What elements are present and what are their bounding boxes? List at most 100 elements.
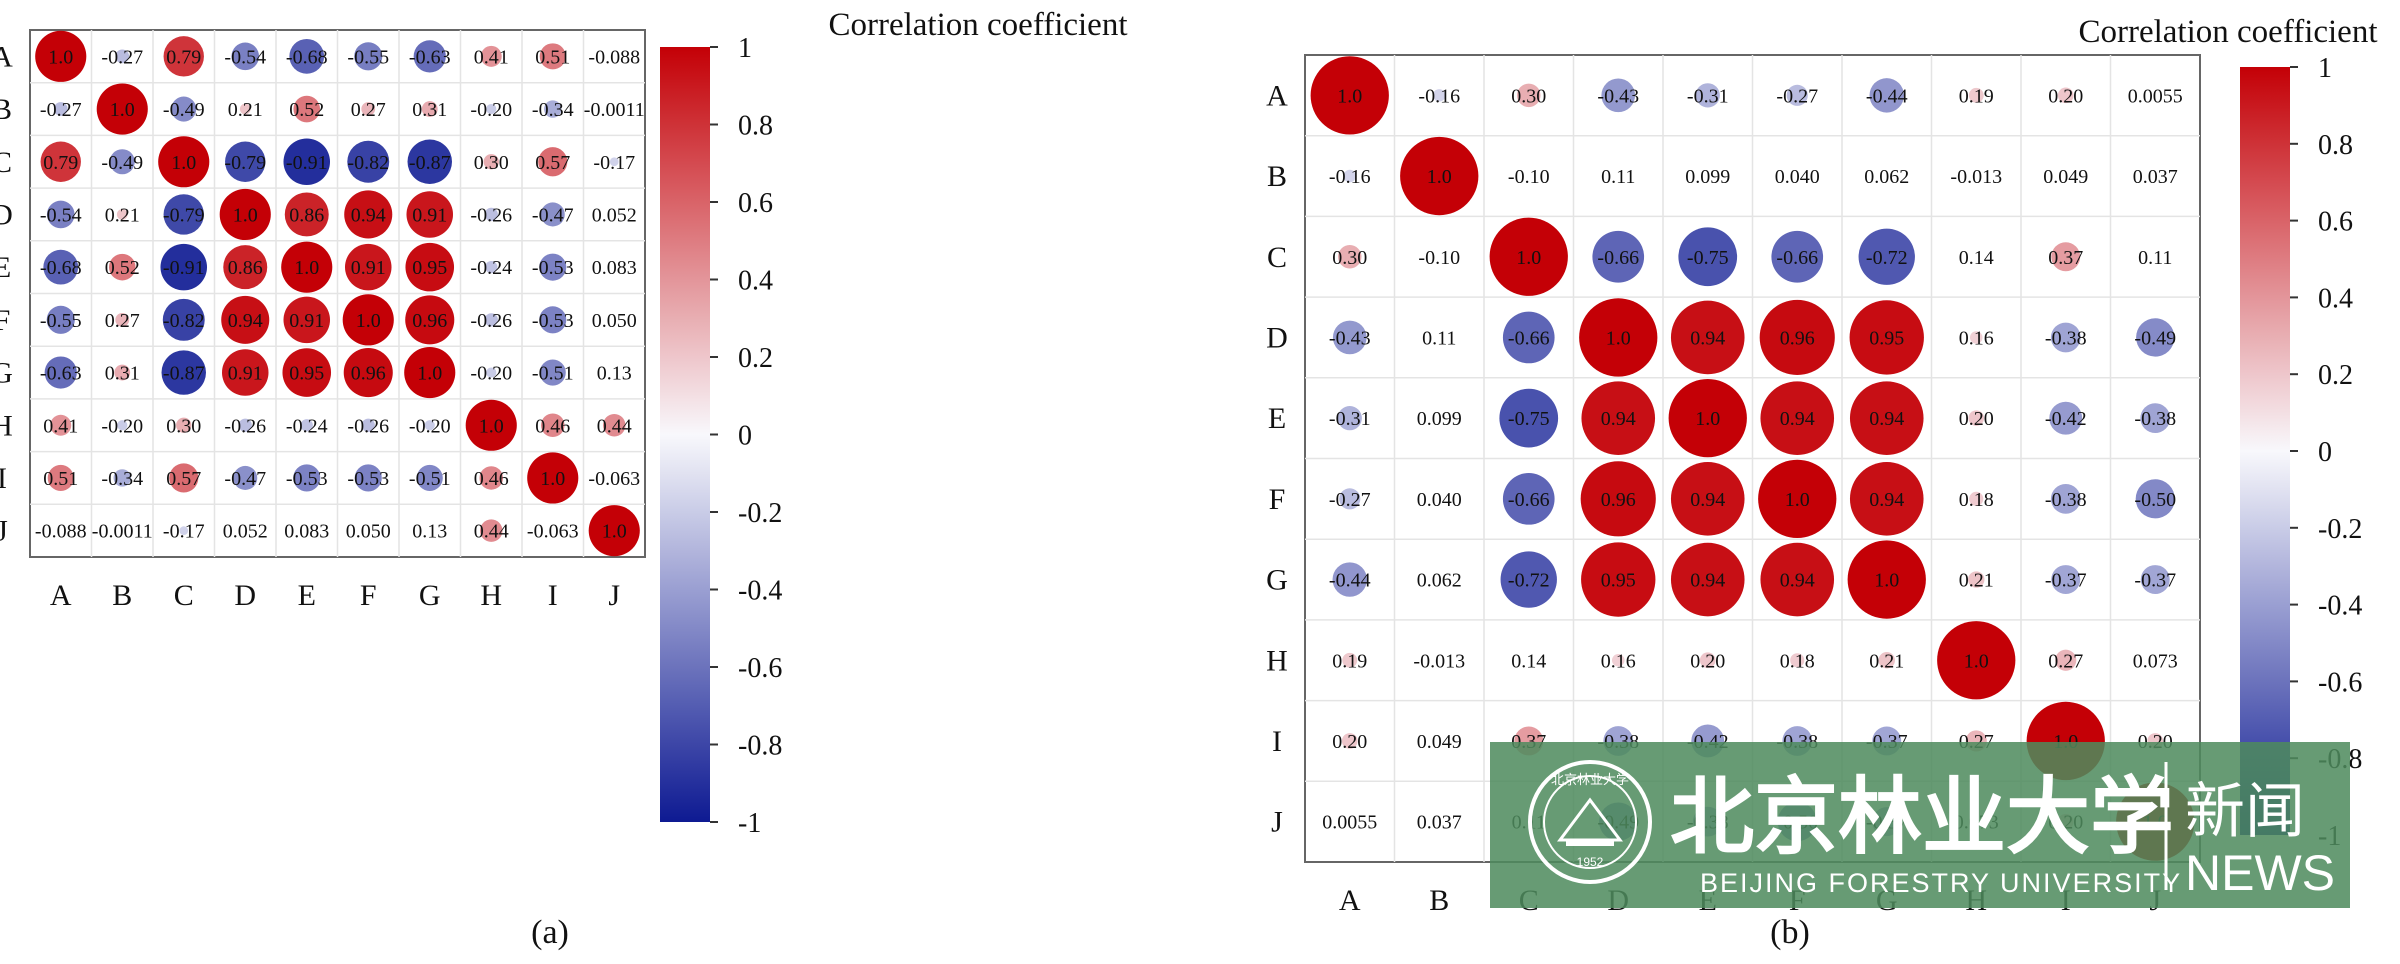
- cell-value-label: 0.050: [592, 310, 637, 332]
- cell-value-label: 0.91: [228, 363, 263, 385]
- cell-value-label: 0.94: [1690, 327, 1725, 349]
- cell-value-label: -0.20: [101, 415, 143, 437]
- correlation-circle: [1581, 542, 1656, 617]
- correlation-circle: [176, 417, 192, 433]
- correlation-circle: [1759, 299, 1835, 376]
- correlation-circle: [1670, 542, 1745, 617]
- cell-value-label: 0.41: [474, 46, 509, 68]
- cell-value-label: 0.51: [43, 468, 78, 490]
- cell-value-label: -0.72: [1866, 247, 1908, 269]
- cell-value-label: 1.0: [540, 468, 565, 490]
- cell-value-label: 0.040: [1775, 166, 1820, 188]
- correlation-circle: [231, 42, 260, 71]
- correlation-circle: [539, 253, 567, 281]
- cell-value-label: -0.42: [2045, 408, 2087, 430]
- correlation-circle: [479, 466, 504, 490]
- panel-b-heatmap: 1.0 -0.16 0.30 -0.43 -0.31 -0.27 -0.44 0.19 0.20…: [1266, 14, 2377, 951]
- cell-value-label: -0.66: [1597, 247, 1639, 269]
- correlation-circle: [2055, 649, 2077, 671]
- correlation-circle: [239, 103, 251, 115]
- cell-value-label: -0.79: [163, 204, 205, 226]
- correlation-circle: [609, 157, 619, 167]
- cell-value-label: 0.21: [1869, 650, 1904, 672]
- cell-value-label: 0.0055: [1322, 812, 1377, 834]
- colorbar-tick-label: -0.8: [738, 731, 782, 762]
- correlation-circle: [169, 463, 199, 493]
- cell-value-label: -0.31: [1687, 85, 1729, 107]
- correlation-circle: [354, 464, 382, 492]
- x-tick-label: I: [548, 579, 558, 612]
- cell-value-label: 0.95: [289, 363, 324, 385]
- correlation-circle: [1849, 300, 1924, 375]
- cell-value-label: 0.79: [43, 152, 78, 174]
- correlation-circle: [163, 36, 204, 77]
- cell-value-label: -0.27: [1329, 489, 1371, 511]
- correlation-circle: [1581, 381, 1656, 455]
- cell-value-label: 0.91: [289, 310, 324, 332]
- correlation-circle: [2140, 403, 2171, 434]
- cell-value-label: 0.31: [105, 363, 140, 385]
- cell-value-label: 0.062: [1864, 166, 1909, 188]
- cell-value-label: -0.37: [2045, 570, 2087, 592]
- correlation-circle: [1869, 78, 1904, 113]
- colorbar-tick-label: 0.6: [2318, 207, 2353, 238]
- cell-value-label: 0.0055: [2128, 85, 2183, 107]
- correlation-circle: [44, 356, 77, 389]
- colorbar-tick-label: 0.2: [738, 343, 773, 374]
- cell-value-label: 0.049: [2043, 166, 2088, 188]
- cell-value-label: -0.55: [347, 46, 389, 68]
- cell-value-label: -0.013: [1413, 650, 1465, 672]
- correlation-circle: [300, 419, 313, 432]
- cell-value-label: 0.94: [1690, 489, 1725, 511]
- y-tick-label: H: [1266, 644, 1288, 677]
- cell-value-label: 0.86: [228, 257, 263, 279]
- cell-value-label: -0.088: [35, 521, 87, 543]
- correlation-circle: [2050, 322, 2081, 353]
- cell-value-label: 1.0: [602, 521, 627, 543]
- watermark-badge-cn: 新闻: [2185, 777, 2305, 847]
- cell-value-label: 1.0: [1785, 489, 1810, 511]
- cell-value-label: 0.052: [223, 521, 268, 543]
- correlation-circle: [113, 469, 131, 487]
- y-tick-label: D: [1266, 321, 1288, 354]
- cell-value-label: 0.11: [1601, 166, 1635, 188]
- correlation-circle: [284, 192, 329, 237]
- correlation-circle: [43, 249, 79, 285]
- seal-year: 1952: [1577, 855, 1604, 869]
- correlation-circle: [1310, 56, 1389, 135]
- cell-value-label: 0.37: [2048, 247, 2083, 269]
- x-tick-label: H: [480, 579, 502, 612]
- watermark-title-cn: 北京林业大学: [1670, 767, 2174, 866]
- cell-value-label: -0.54: [224, 46, 266, 68]
- cell-value-label: 0.57: [535, 152, 570, 174]
- panel-label: (a): [531, 914, 569, 951]
- correlation-circle: [1699, 652, 1716, 669]
- correlation-circle: [179, 526, 189, 535]
- correlation-circle: [283, 296, 331, 344]
- correlation-circle: [540, 413, 565, 438]
- cell-value-label: -0.87: [163, 363, 205, 385]
- cell-value-label: 0.46: [535, 415, 570, 437]
- cell-value-label: 0.11: [2138, 247, 2172, 269]
- cell-value-label: 0.91: [351, 257, 386, 279]
- cell-value-label: 0.19: [1959, 85, 1994, 107]
- cell-value-label: 0.96: [412, 310, 447, 332]
- correlation-circle: [1847, 540, 1926, 619]
- cell-value-label: 0.86: [289, 204, 324, 226]
- cell-value-label: -0.34: [101, 468, 143, 490]
- cell-value-label: -0.49: [163, 99, 205, 121]
- y-tick-label: D: [0, 198, 13, 231]
- y-tick-label: E: [1268, 402, 1286, 435]
- correlation-circle: [282, 348, 332, 397]
- correlation-circle: [293, 95, 321, 123]
- correlation-circle: [1670, 462, 1745, 536]
- correlation-circle: [406, 191, 454, 238]
- cell-value-label: 1.0: [48, 46, 73, 68]
- colorbar-tick-label: -0.6: [738, 653, 782, 684]
- cell-value-label: 1.0: [356, 310, 381, 332]
- correlation-circle: [1760, 542, 1835, 617]
- colorbar: [660, 47, 710, 822]
- y-tick-label: A: [1266, 79, 1288, 112]
- correlation-circle: [1432, 89, 1446, 102]
- cell-value-label: 1.0: [417, 363, 442, 385]
